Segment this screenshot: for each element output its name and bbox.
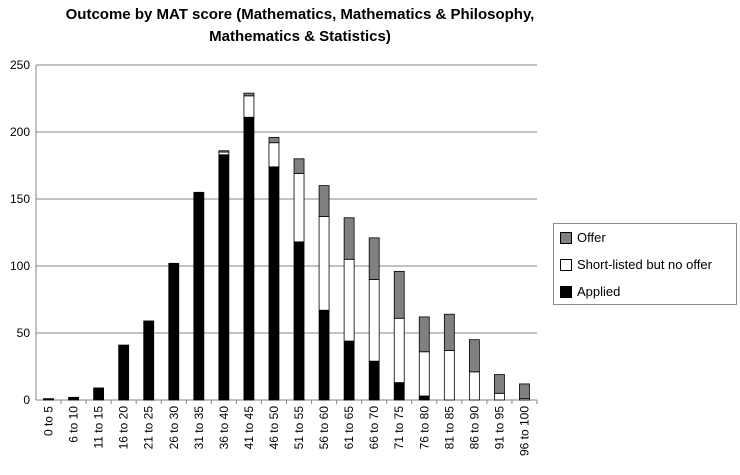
- bar-offer-7: [218, 150, 230, 153]
- bar-short-listed-but-no-offer-8: [243, 95, 255, 118]
- legend: Offer Short-listed but no offer Applied: [553, 223, 737, 305]
- bar-offer-13: [368, 237, 380, 280]
- y-tick-label-200: 200: [10, 125, 30, 139]
- x-tick-label-14: 71 to 75: [392, 406, 406, 450]
- legend-swatch-short-listed: [560, 258, 572, 271]
- bar-applied-5: [168, 262, 180, 401]
- bar-short-listed-but-no-offer-14: [393, 317, 405, 383]
- x-tick-label-19: 96 to 100: [517, 406, 531, 456]
- x-tick-label-2: 11 to 15: [92, 406, 106, 449]
- bar-short-listed-but-no-offer-17: [468, 371, 480, 401]
- legend-label-offer: Offer: [577, 230, 606, 245]
- bar-offer-17: [468, 339, 480, 373]
- y-tick-label-0: 0: [23, 393, 30, 407]
- bar-applied-15: [418, 395, 430, 401]
- bar-offer-10: [293, 158, 305, 174]
- bar-short-listed-but-no-offer-16: [443, 350, 455, 401]
- y-tick-label-150: 150: [10, 192, 30, 206]
- legend-swatch-applied: [560, 285, 572, 298]
- bar-offer-12: [343, 217, 355, 260]
- y-tick-label-50: 50: [17, 326, 31, 340]
- bar-applied-3: [118, 344, 130, 401]
- bar-short-listed-but-no-offer-9: [268, 142, 280, 168]
- legend-swatch-offer: [560, 231, 572, 244]
- x-tick-label-0: 0 to 5: [42, 406, 56, 436]
- x-tick-label-11: 56 to 60: [317, 406, 331, 450]
- legend-label-short-listed: Short-listed but no offer: [577, 257, 712, 272]
- x-tick-label-1: 6 to 10: [67, 406, 81, 443]
- x-tick-label-8: 41 to 45: [242, 406, 256, 450]
- bar-applied-13: [368, 360, 380, 401]
- bar-short-listed-but-no-offer-10: [293, 173, 305, 243]
- bar-applied-1: [68, 396, 79, 401]
- legend-label-applied: Applied: [577, 284, 621, 299]
- x-tick-label-7: 36 to 40: [217, 406, 231, 450]
- legend-item-applied: Applied: [560, 283, 620, 301]
- bar-applied-11: [318, 309, 330, 401]
- bar-applied-2: [93, 387, 105, 401]
- chart-title-line-2: Mathematics & Statistics): [209, 28, 391, 45]
- x-tick-label-4: 21 to 25: [142, 406, 156, 450]
- bar-short-listed-but-no-offer-7: [218, 151, 230, 156]
- chart-title-line-1: Outcome by MAT score (Mathematics, Mathe…: [65, 6, 535, 23]
- bar-offer-16: [443, 313, 455, 351]
- bar-offer-15: [418, 316, 430, 353]
- bar-offer-18: [494, 374, 505, 394]
- bar-offer-9: [268, 136, 280, 144]
- bar-applied-7: [218, 154, 230, 401]
- chart-title: Outcome by MAT score (Mathematics, Mathe…: [60, 4, 540, 48]
- x-tick-label-6: 31 to 35: [192, 406, 206, 450]
- x-tick-label-5: 26 to 30: [167, 406, 181, 450]
- x-tick-label-16: 81 to 85: [442, 406, 456, 450]
- x-tick-label-13: 66 to 70: [367, 406, 381, 450]
- x-tick-label-15: 76 to 80: [417, 406, 431, 450]
- x-tick-label-10: 51 to 55: [292, 406, 306, 450]
- bar-applied-9: [268, 166, 280, 401]
- bar-short-listed-but-no-offer-12: [343, 258, 355, 342]
- x-tick-label-9: 46 to 50: [267, 406, 281, 450]
- x-tick-label-12: 61 to 65: [342, 406, 356, 450]
- bar-offer-11: [318, 185, 330, 217]
- y-tick-label-100: 100: [10, 259, 30, 273]
- x-tick-label-3: 16 to 20: [117, 406, 131, 450]
- bar-applied-8: [243, 116, 255, 401]
- bar-short-listed-but-no-offer-11: [318, 216, 330, 311]
- legend-item-offer: Offer: [560, 229, 606, 247]
- x-tick-label-17: 86 to 90: [467, 406, 481, 450]
- x-tick-label-18: 91 to 95: [492, 406, 506, 450]
- bar-short-listed-but-no-offer-15: [418, 351, 430, 397]
- legend-item-short-listed: Short-listed but no offer: [560, 256, 712, 274]
- bar-applied-14: [393, 382, 405, 401]
- bar-applied-6: [193, 191, 205, 401]
- bar-applied-4: [143, 320, 155, 401]
- bar-short-listed-but-no-offer-13: [368, 278, 380, 362]
- bar-offer-19: [519, 383, 530, 400]
- bar-offer-14: [393, 270, 405, 319]
- bar-applied-10: [293, 241, 305, 401]
- bar-offer-8: [243, 92, 255, 97]
- bar-applied-12: [343, 340, 355, 401]
- y-tick-label-250: 250: [10, 58, 30, 72]
- bar-short-listed-but-no-offer-18: [494, 392, 505, 401]
- bar-applied-0: [43, 398, 54, 401]
